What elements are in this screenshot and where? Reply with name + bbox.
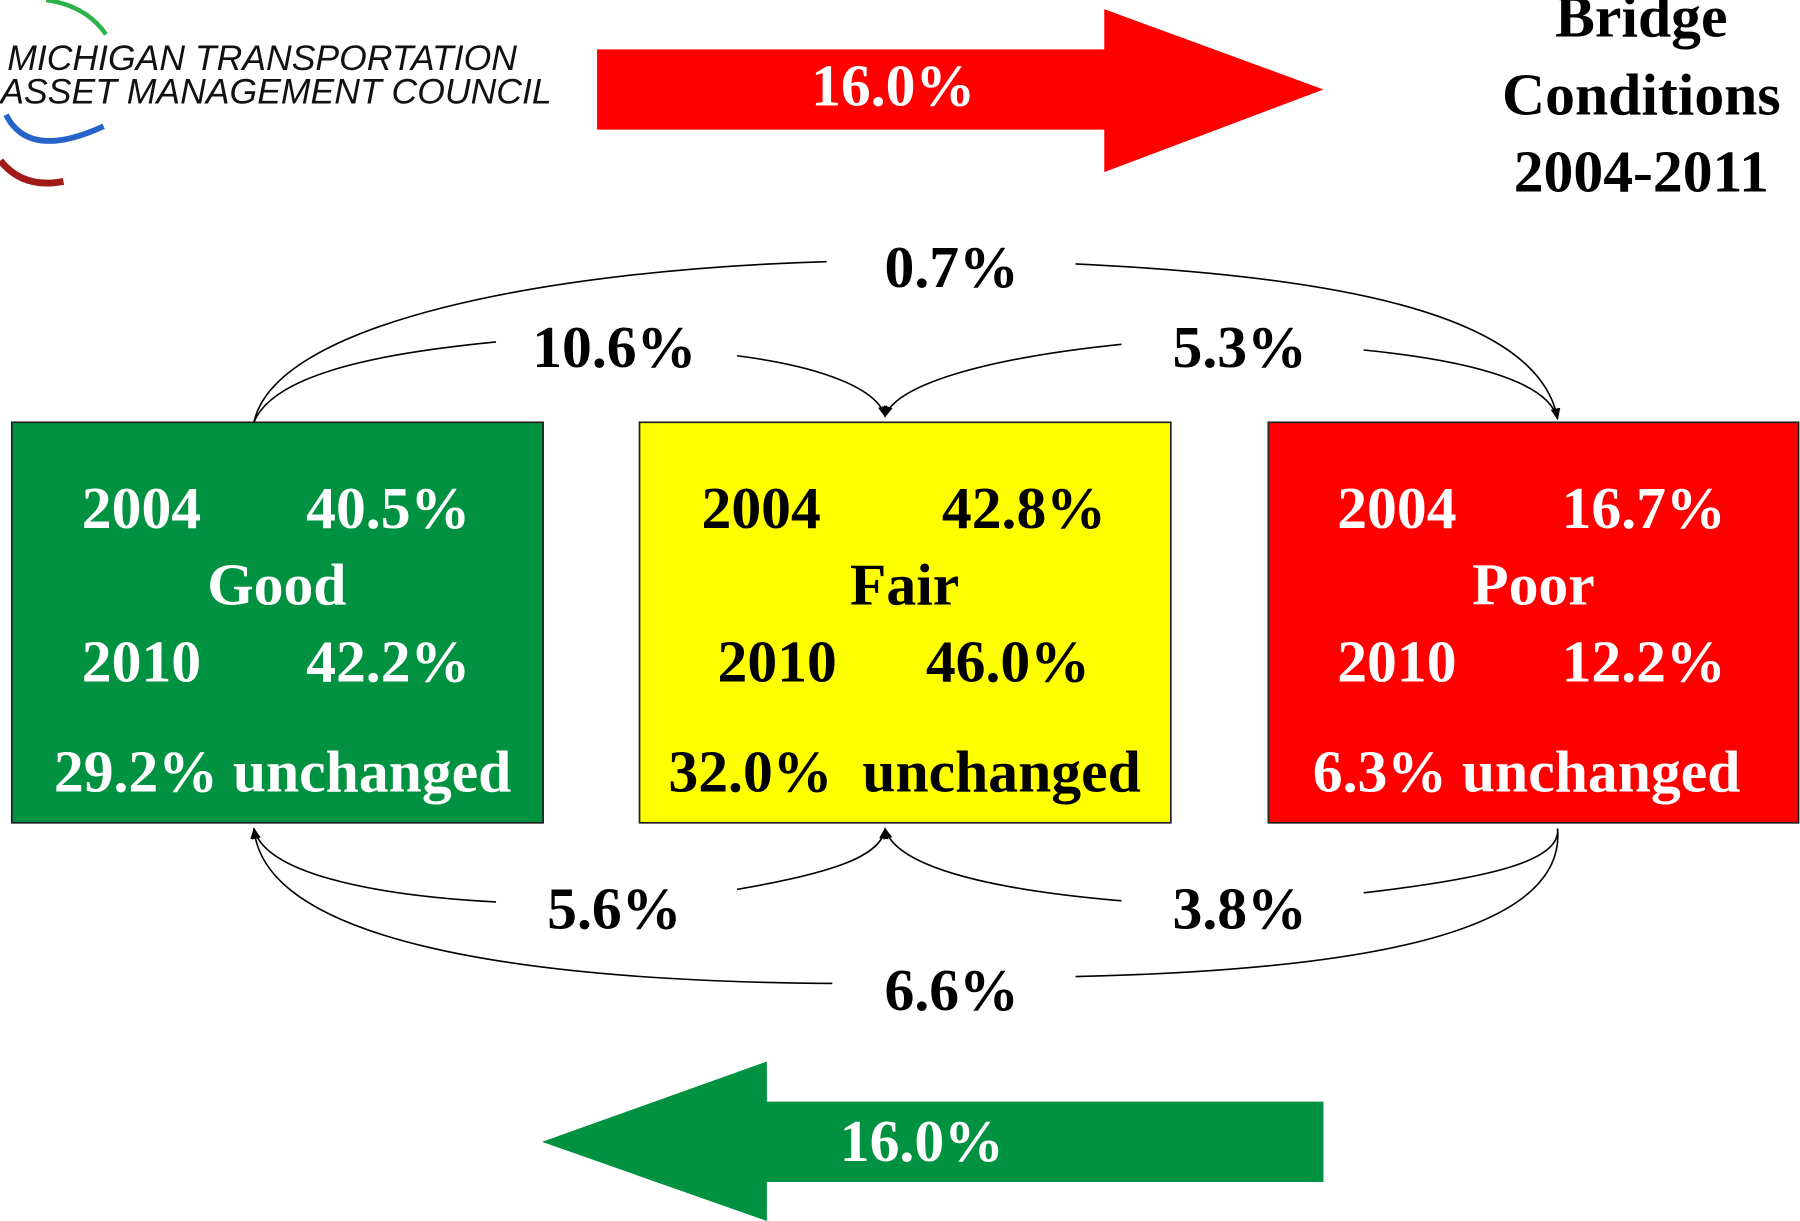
- arrow-label: 16.0%: [840, 1108, 1004, 1174]
- fair-box: [638, 421, 1172, 824]
- flow-line: [253, 341, 497, 423]
- year: 2010: [82, 629, 201, 695]
- year: 2004: [701, 475, 820, 541]
- year: 2004: [1337, 475, 1456, 541]
- condition: Good: [207, 552, 346, 618]
- share: 42.8%: [942, 475, 1106, 541]
- poor-box: [1267, 421, 1800, 824]
- condition: Poor: [1472, 552, 1595, 618]
- flow-line: [253, 260, 827, 423]
- logo-arc: [45, 0, 108, 36]
- logo-arc: [3, 113, 105, 144]
- share: 16.7%: [1562, 475, 1726, 541]
- unchanged: 29.2% unchanged: [54, 739, 511, 805]
- flow-line: [883, 343, 1122, 418]
- flow-label: 3.8%: [1173, 875, 1307, 941]
- flow-line: [736, 354, 887, 418]
- flow-line: [1075, 263, 1561, 420]
- logo: MICHIGAN TRANSPORTATION ASSET MANAGEMENT…: [0, 0, 552, 187]
- logo-text: ASSET MANAGEMENT COUNCIL: [0, 71, 552, 111]
- condition: Fair: [850, 552, 959, 618]
- flow-label: 0.7%: [885, 234, 1019, 300]
- left-arrow: [541, 1061, 1324, 1221]
- title: 2004-2011: [1514, 139, 1769, 205]
- title: Conditions: [1502, 62, 1781, 128]
- year: 2010: [1337, 629, 1456, 695]
- logo-arc: [0, 158, 65, 187]
- share: 40.5%: [306, 475, 470, 541]
- year: 2004: [82, 475, 201, 541]
- good-box: [10, 421, 544, 824]
- flow-line: [1075, 828, 1559, 978]
- unchanged: 6.3% unchanged: [1313, 739, 1741, 805]
- share: 42.2%: [306, 629, 470, 695]
- flow-line: [250, 827, 833, 985]
- flow-line: [736, 827, 889, 891]
- flow-line: [1363, 349, 1560, 420]
- flow-label: 10.6%: [532, 314, 696, 380]
- flow-label: 5.6%: [547, 875, 681, 941]
- right-arrow: [597, 9, 1324, 173]
- flow-line: [883, 827, 1122, 902]
- share: 12.2%: [1562, 629, 1726, 695]
- year: 2010: [718, 629, 837, 695]
- flow-line: [251, 827, 497, 903]
- logo-text: MICHIGAN TRANSPORTATION: [7, 38, 517, 78]
- share: 46.0%: [926, 629, 1090, 695]
- unchanged: 32.0% unchanged: [668, 739, 1140, 805]
- flow-label: 6.6%: [885, 957, 1019, 1023]
- flow-label: 5.3%: [1173, 314, 1307, 380]
- title: Bridge: [1555, 0, 1727, 50]
- arrow-label: 16.0%: [811, 52, 975, 118]
- flow-line: [1363, 828, 1559, 894]
